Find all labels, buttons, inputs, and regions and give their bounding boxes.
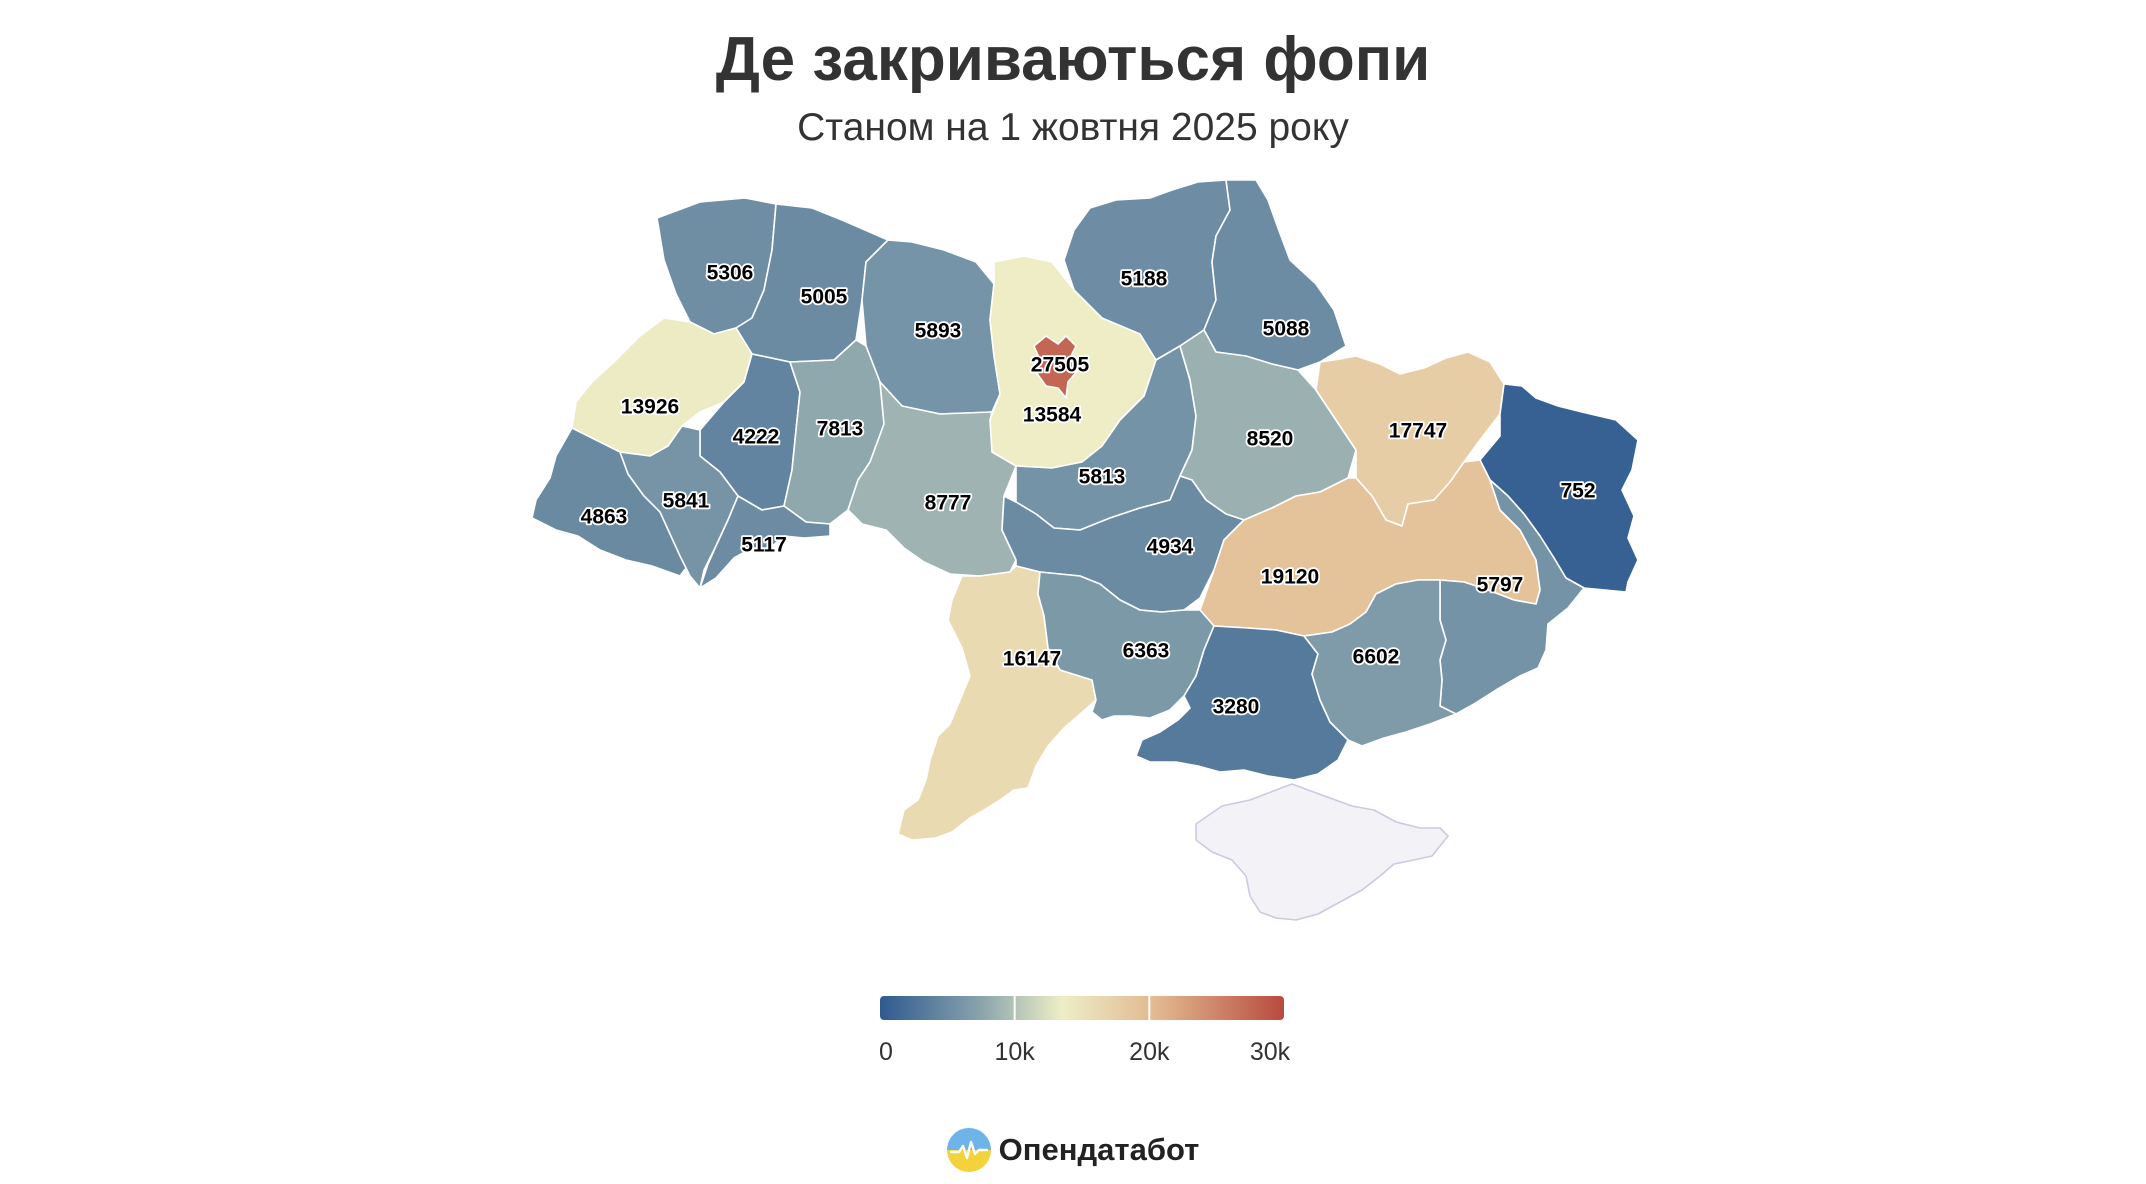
legend-gradient-bar bbox=[880, 996, 1284, 1020]
region-label: 5893 bbox=[915, 320, 962, 343]
legend-tick-label: 30k bbox=[1250, 1038, 1291, 1066]
region-labels-layer: 5306 5005 5893 13584 27505 5188 5088 139… bbox=[579, 260, 1597, 721]
region-label: 5813 bbox=[1079, 466, 1126, 489]
region-label: 8520 bbox=[1247, 428, 1294, 451]
region-label: 27505 bbox=[1031, 354, 1090, 377]
region-label: 5841 bbox=[663, 490, 710, 513]
page-title: Де закриваються фопи bbox=[715, 25, 1431, 94]
region-label: 5797 bbox=[1477, 574, 1524, 597]
region-kyiv-city[interactable]: м. Київ bbox=[1033, 335, 1079, 399]
region-label: 5306 bbox=[707, 262, 754, 285]
region-label: 4863 bbox=[581, 506, 628, 529]
region-label: 6363 bbox=[1123, 640, 1170, 663]
color-scale-legend: 0 10k 20k 30k bbox=[879, 996, 1291, 1066]
region-label: 5117 bbox=[741, 534, 787, 557]
region-label: 19120 bbox=[1261, 566, 1319, 589]
legend-ticks: 0 10k 20k 30k bbox=[879, 996, 1291, 1066]
region-label: 17747 bbox=[1389, 420, 1447, 443]
region-label: 7813 bbox=[817, 418, 864, 441]
brand-name: Опендатабот bbox=[998, 1132, 1200, 1167]
region-label: 16147 bbox=[1003, 648, 1061, 671]
region-label: 4222 bbox=[733, 426, 780, 449]
brand-footer: Опендатабот bbox=[0, 1128, 2146, 1172]
region-label: 4934 bbox=[1147, 536, 1194, 559]
region-label: 5188 bbox=[1121, 268, 1168, 291]
region-chernivtsi[interactable]: Чернівецька bbox=[699, 495, 831, 589]
region-label: 6602 bbox=[1353, 646, 1400, 669]
region-label: 752 bbox=[1560, 480, 1595, 503]
region-crimea: АР Крим bbox=[1195, 783, 1449, 921]
regions-layer: Волинська Рівненська Житомирська Київськ… bbox=[531, 179, 1639, 921]
region-zaporizhzhia[interactable]: Запорізька bbox=[1303, 579, 1457, 747]
region-label: 3280 bbox=[1213, 696, 1260, 719]
region-label: 5005 bbox=[801, 286, 848, 309]
legend-tick-label: 0 bbox=[879, 1038, 893, 1066]
legend-tick-label: 20k bbox=[1129, 1038, 1170, 1066]
region-label: 13926 bbox=[621, 396, 679, 419]
legend-tick-label: 10k bbox=[995, 1038, 1036, 1066]
opendatabot-logo-icon bbox=[946, 1128, 991, 1172]
region-label: 8777 bbox=[925, 492, 972, 515]
region-label: 13584 bbox=[1023, 404, 1082, 427]
region-mykolaiv[interactable]: Миколаївська bbox=[1037, 571, 1215, 721]
page-subtitle: Станом на 1 жовтня 2025 року bbox=[797, 106, 1349, 149]
region-label: 5088 bbox=[1263, 318, 1310, 341]
